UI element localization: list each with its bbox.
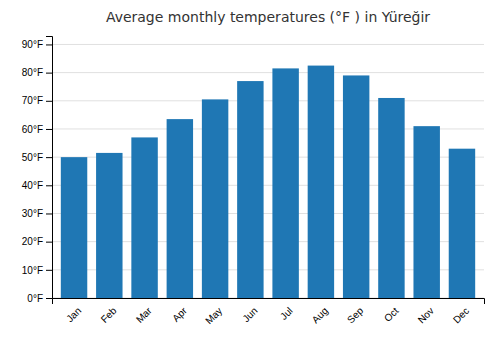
tick: May [203,305,224,326]
tick-label: Sep [345,305,366,326]
tick: 50°F [22,152,52,163]
tick: 0°F [27,293,52,304]
tick: Sep [345,305,366,326]
tick-label: Oct [382,305,401,324]
tick-label: 70°F [22,95,43,106]
bar [449,149,475,298]
tick-label: 0°F [27,293,43,304]
tick-label: 60°F [22,124,43,135]
tick-label: May [203,305,224,326]
grid [52,44,484,298]
tick: 30°F [22,208,52,219]
tick: 40°F [22,180,52,191]
axis-line [53,299,485,305]
bar [202,99,228,298]
tick-label: Dec [451,305,471,325]
axis-line [46,37,53,299]
tick: Nov [416,305,436,325]
bar [61,157,87,298]
tick-label: 40°F [22,180,43,191]
bar [308,66,334,298]
bar [378,98,404,298]
tick-mark [46,73,52,74]
tick-label: Apr [170,305,189,324]
tick-label: Jan [64,305,83,324]
bar [96,153,122,298]
tick: Jul [278,305,295,322]
y-axis: 0°F 10°F 20°F 30°F 40°F 50°F 60°F 70°F 80°F 90°F [22,37,53,304]
bar [413,126,439,298]
tick: 10°F [22,265,52,276]
grid-line [52,44,484,45]
tick-label: Feb [99,305,119,325]
tick-mark [46,101,52,102]
tick-mark [46,129,52,130]
tick-mark [46,270,52,271]
tick: Mar [134,305,154,325]
tick-label: Nov [416,305,436,325]
tick: Feb [99,305,119,325]
plot: 0°F 10°F 20°F 30°F 40°F 50°F 60°F 70°F 80°F 90°F J… [22,37,485,327]
tick: 20°F [22,236,52,247]
tick: 90°F [22,39,52,50]
bars [61,66,475,298]
tick: Dec [451,305,471,325]
tick-mark [46,213,52,214]
tick-label: 50°F [22,152,43,163]
title: Average monthly temperatures (°F ) in Yü… [106,9,430,25]
chart: 0°F 10°F 20°F 30°F 40°F 50°F 60°F 70°F 80°F 90°F J… [0,0,500,350]
tick-mark [46,185,52,186]
bar [131,137,157,298]
tick-label: Aug [310,305,330,325]
tick: Aug [310,305,330,325]
tick-label: 10°F [22,265,43,276]
bar [272,68,298,298]
tick: Oct [382,305,401,324]
bar [343,75,369,298]
tick-mark [46,44,52,45]
tick-label: 80°F [22,67,43,78]
bar [237,81,263,298]
tick: Jan [64,305,83,324]
tick: 70°F [22,95,52,106]
tick-mark [46,242,52,243]
tick-label: 30°F [22,208,43,219]
grid-line [52,72,484,73]
tick: 60°F [22,124,52,135]
tick-label: Jun [240,305,259,324]
tick-mark [46,298,52,299]
tick: Jun [240,305,259,324]
bar [167,119,193,298]
tick: Apr [170,305,189,324]
tick-label: 20°F [22,236,43,247]
tick-label: 90°F [22,39,43,50]
tick-label: Mar [134,305,154,325]
grid-line [52,100,484,101]
x-axis: Jan Feb Mar Apr May Jun Jul Aug Sep Oct Nov Dec [53,299,485,327]
tick: 80°F [22,67,52,78]
tick-mark [46,157,52,158]
tick-label: Jul [278,305,295,322]
